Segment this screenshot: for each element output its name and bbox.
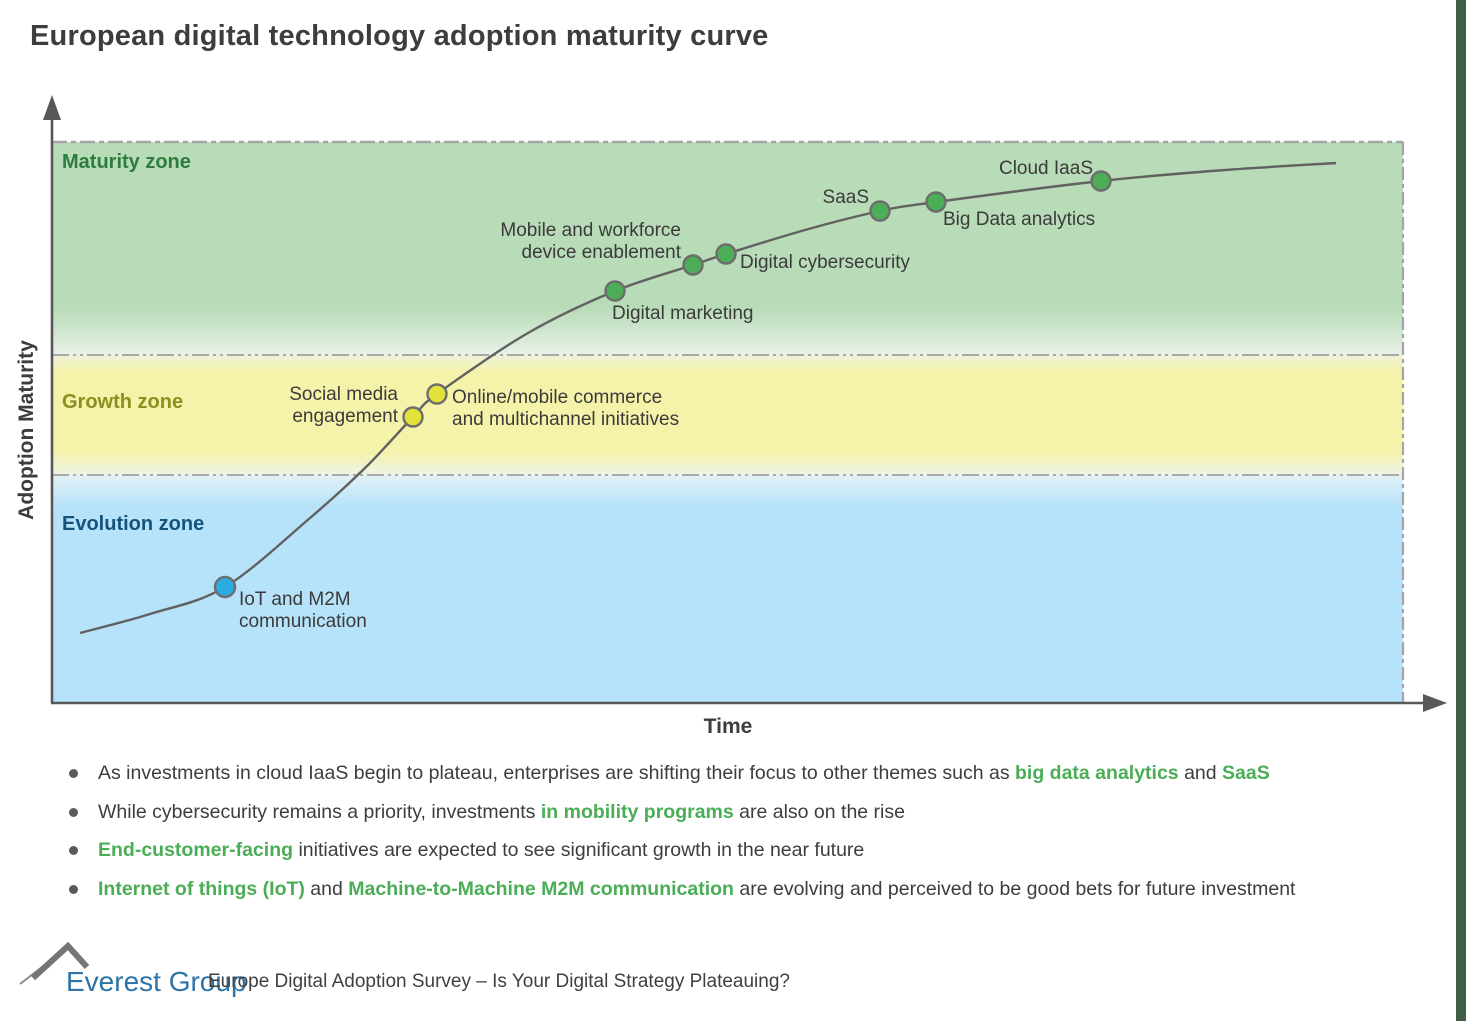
bullet-text: As investments in cloud IaaS begin to pl… bbox=[98, 762, 1016, 784]
bullet-item: While cybersecurity remains a priority, … bbox=[65, 801, 1425, 823]
bullet-highlight-text: in mobility programs bbox=[540, 800, 734, 823]
bullet-text: are evolving and perceived to be good be… bbox=[733, 877, 1296, 900]
bullet-text: and bbox=[304, 877, 349, 900]
bullet-text: initiatives are expected to see signific… bbox=[293, 839, 865, 861]
point-label-digital-marketing: Digital marketing bbox=[612, 303, 754, 324]
y-axis-label: Adoption Maturity bbox=[15, 340, 38, 520]
point-label-social-media: Social media engagement bbox=[289, 384, 398, 427]
bullet-highlight-text: Machine-to-Machine M2M communication bbox=[348, 877, 734, 900]
bullet-item: End-customer-facing initiatives are expe… bbox=[65, 839, 1425, 861]
zone-label-evolution: Evolution zone bbox=[62, 513, 205, 535]
zone-label-growth: Growth zone bbox=[62, 391, 184, 413]
data-point bbox=[869, 200, 891, 222]
bullet-text: While cybersecurity remains a priority, … bbox=[98, 800, 541, 823]
bullet-highlight-text: End-customer-facing bbox=[98, 839, 294, 861]
point-label-big-data-analytics: Big Data analytics bbox=[943, 209, 1096, 230]
bullet-highlight-text: SaaS bbox=[1222, 762, 1270, 784]
data-point bbox=[682, 254, 704, 276]
y-axis-arrow bbox=[43, 95, 61, 120]
bullet-highlight-text: big data analytics bbox=[1015, 762, 1179, 784]
evolution-zone-band bbox=[52, 475, 1403, 703]
point-label-online-mobile-commerce: Online/mobile commerce and multichannel … bbox=[452, 387, 680, 430]
page-title: European digital technology adoption mat… bbox=[30, 20, 769, 52]
data-point bbox=[925, 191, 947, 213]
data-point bbox=[213, 575, 237, 599]
bullet-list: As investments in cloud IaaS begin to pl… bbox=[65, 762, 1425, 916]
x-axis-arrow bbox=[1423, 694, 1447, 712]
point-label-saas: SaaS bbox=[822, 187, 869, 208]
data-point bbox=[1090, 170, 1112, 192]
zone-label-maturity: Maturity zone bbox=[62, 151, 191, 173]
bullet-text: and bbox=[1178, 762, 1223, 784]
right-edge-strip bbox=[1456, 0, 1466, 1021]
growth-zone-band bbox=[52, 355, 1403, 475]
everest-group-logo-icon bbox=[19, 941, 90, 985]
adoption-curve bbox=[79, 161, 1337, 635]
point-label-cloud-iaas: Cloud IaaS bbox=[998, 158, 1093, 179]
data-point bbox=[715, 243, 737, 265]
point-label-mobile-workforce: Mobile and workforce device enablement bbox=[500, 220, 681, 263]
x-axis-label: Time bbox=[703, 715, 753, 738]
bullet-item: As investments in cloud IaaS begin to pl… bbox=[65, 762, 1425, 784]
point-label-digital-cybersecurity: Digital cybersecurity bbox=[740, 252, 910, 273]
point-label-iot-m2m: IoT and M2M communication bbox=[239, 589, 367, 632]
data-point bbox=[402, 406, 424, 428]
everest-group-brand-text: Everest Group bbox=[66, 966, 247, 997]
bullet-item: Internet of things (IoT) and Machine-to-… bbox=[65, 878, 1425, 900]
bullet-highlight-text: Internet of things (IoT) bbox=[98, 877, 305, 900]
bullet-text: are also on the rise bbox=[733, 800, 905, 823]
footer-caption: Europe Digital Adoption Survey – Is Your… bbox=[208, 971, 790, 992]
data-points-group bbox=[213, 170, 1112, 599]
data-point bbox=[604, 280, 626, 302]
data-point bbox=[426, 383, 448, 405]
